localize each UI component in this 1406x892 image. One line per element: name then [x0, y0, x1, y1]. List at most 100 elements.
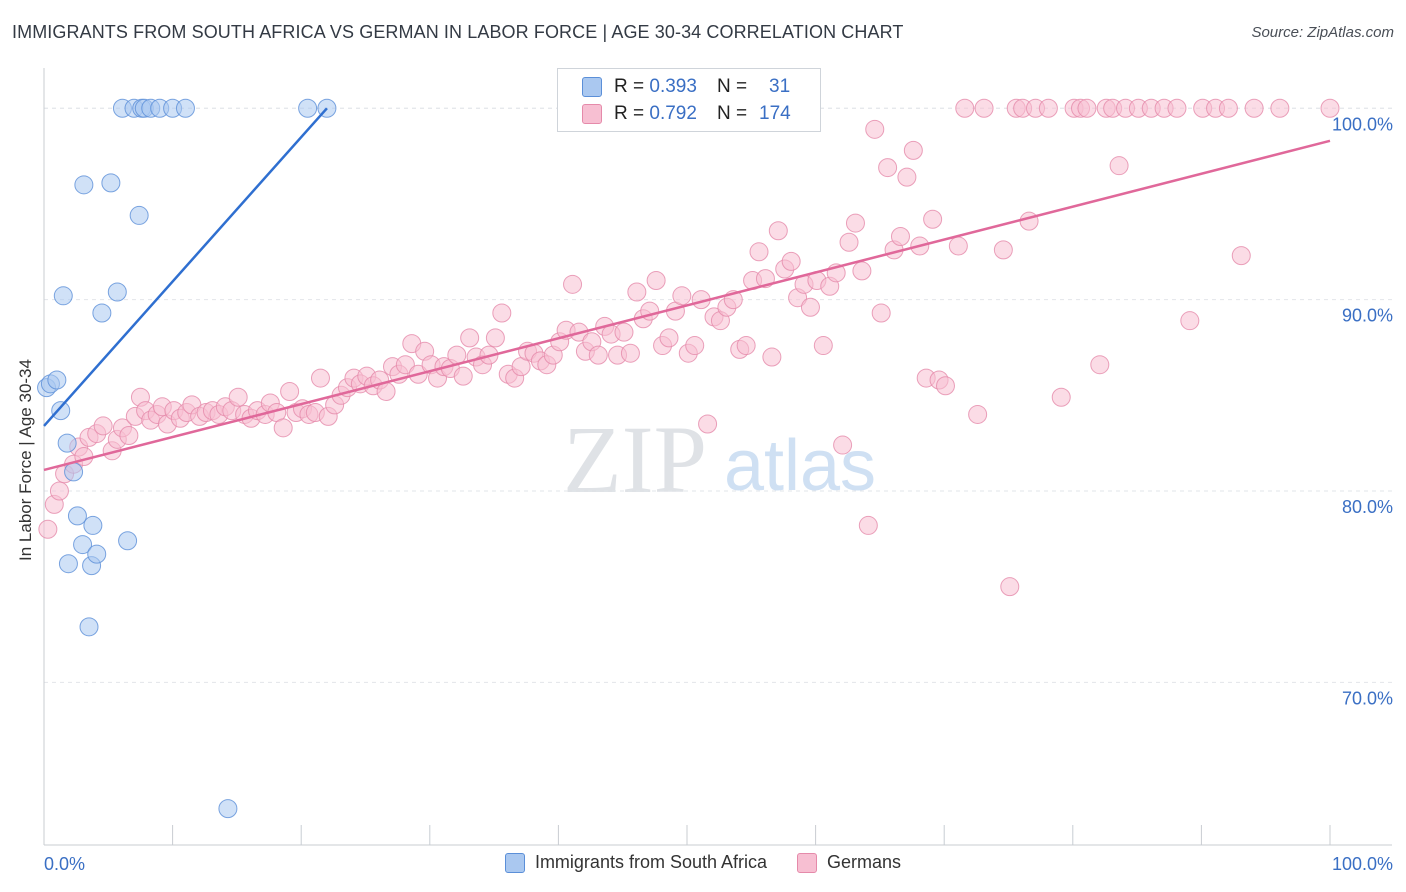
chart-title: IMMIGRANTS FROM SOUTH AFRICA VS GERMAN I…: [12, 22, 904, 42]
germans-point: [1019, 211, 1039, 231]
germans-point: [273, 418, 293, 438]
legend-item-germans: Germans: [797, 852, 901, 873]
blue-swatch: [582, 77, 602, 97]
germans-points: [38, 98, 1340, 597]
germans-point: [845, 213, 865, 233]
watermark-zip: ZIP: [563, 406, 707, 513]
germans-point: [865, 119, 885, 139]
axes: [43, 68, 1392, 846]
germans-point: [228, 387, 248, 407]
south-africa-point: [87, 544, 107, 564]
y-tick-label: 100.0%: [1332, 114, 1393, 134]
germans-point: [890, 226, 910, 246]
south-africa-point: [175, 98, 195, 118]
germans-point: [646, 270, 666, 290]
germans-point: [948, 236, 968, 256]
germans-point: [852, 261, 872, 281]
germans-point: [1000, 577, 1020, 597]
germans-point: [993, 240, 1013, 260]
r-label: R =: [614, 76, 645, 97]
germans-point: [588, 345, 608, 365]
x-tick-label-min: 0.0%: [44, 854, 85, 874]
germans-point: [923, 209, 943, 229]
south-africa-point: [57, 433, 77, 453]
south-africa-point: [129, 205, 149, 225]
legend-item-south-africa: Immigrants from South Africa: [504, 852, 768, 873]
germans-point: [1231, 246, 1251, 266]
germans-point: [49, 481, 69, 501]
south-africa-point: [58, 554, 78, 574]
south-africa-point: [51, 401, 71, 421]
germans-point: [685, 336, 705, 356]
germans-point: [768, 221, 788, 241]
south-africa-point: [298, 98, 318, 118]
pink-swatch: [582, 104, 602, 124]
south-africa-trend-line: [43, 107, 328, 427]
south-africa-point: [53, 286, 73, 306]
series-legend: Immigrants from South Africa Germans: [0, 852, 1406, 873]
tick-labels: 70.0% 80.0% 90.0% 100.0% 0.0% 100.0%: [44, 114, 1393, 874]
germans-point: [485, 328, 505, 348]
germans-point: [935, 376, 955, 396]
germans-point: [955, 98, 975, 118]
stats-legend: R = 0.393 N = 31 R = 0.792 N = 174: [557, 68, 821, 132]
south-africa-points: [37, 98, 337, 819]
watermark: ZIP atlas: [563, 406, 876, 513]
r-value: 0.792: [649, 103, 697, 124]
stats-row-germans: R = 0.792 N = 174: [582, 102, 791, 126]
germans-point: [38, 519, 58, 539]
germans-point: [93, 416, 113, 436]
germans-point: [800, 297, 820, 317]
germans-point: [781, 251, 801, 271]
germans-point: [833, 435, 853, 455]
germans-point: [871, 303, 891, 323]
south-africa-point: [118, 531, 138, 551]
germans-point: [762, 347, 782, 367]
germans-point: [1077, 98, 1097, 118]
south-africa-point: [218, 799, 238, 819]
germans-point: [878, 158, 898, 178]
pink-swatch: [797, 852, 818, 873]
germans-point: [672, 286, 692, 306]
n-label: N =: [716, 103, 748, 124]
germans-point: [903, 140, 923, 160]
y-tick-label: 80.0%: [1342, 497, 1393, 517]
germans-point: [1109, 156, 1129, 176]
germans-point: [563, 274, 583, 294]
germans-point: [1038, 98, 1058, 118]
germans-point: [1167, 98, 1187, 118]
germans-point: [453, 366, 473, 386]
y-axis-label: In Labor Force | Age 30-34: [16, 359, 35, 561]
germans-point: [627, 282, 647, 302]
germans-point: [492, 303, 512, 323]
germans-point: [968, 404, 988, 424]
r-value: 0.393: [649, 76, 697, 97]
germans-point: [1320, 98, 1340, 118]
germans-point: [749, 242, 769, 262]
germans-point: [1090, 355, 1110, 375]
x-tick-label-max: 100.0%: [1332, 854, 1393, 874]
n-value: 174: [759, 103, 791, 124]
germans-point: [620, 343, 640, 363]
germans-point: [698, 414, 718, 434]
south-africa-point: [73, 535, 93, 555]
germans-point: [1051, 387, 1071, 407]
south-africa-point: [101, 173, 121, 193]
y-tick-label: 90.0%: [1342, 306, 1393, 326]
watermark-atlas: atlas: [724, 426, 876, 506]
legend-label: Immigrants from South Africa: [534, 852, 768, 872]
germans-point: [395, 355, 415, 375]
germans-point: [280, 381, 300, 401]
south-africa-point: [79, 617, 99, 637]
germans-point: [460, 328, 480, 348]
germans-point: [1270, 98, 1290, 118]
germans-point: [659, 328, 679, 348]
germans-point: [736, 336, 756, 356]
germans-point: [1244, 98, 1264, 118]
chart-source: Source: ZipAtlas.com: [1251, 24, 1394, 41]
blue-swatch: [504, 852, 525, 873]
germans-point: [1218, 98, 1238, 118]
germans-point: [310, 368, 330, 388]
germans-point: [1180, 311, 1200, 331]
